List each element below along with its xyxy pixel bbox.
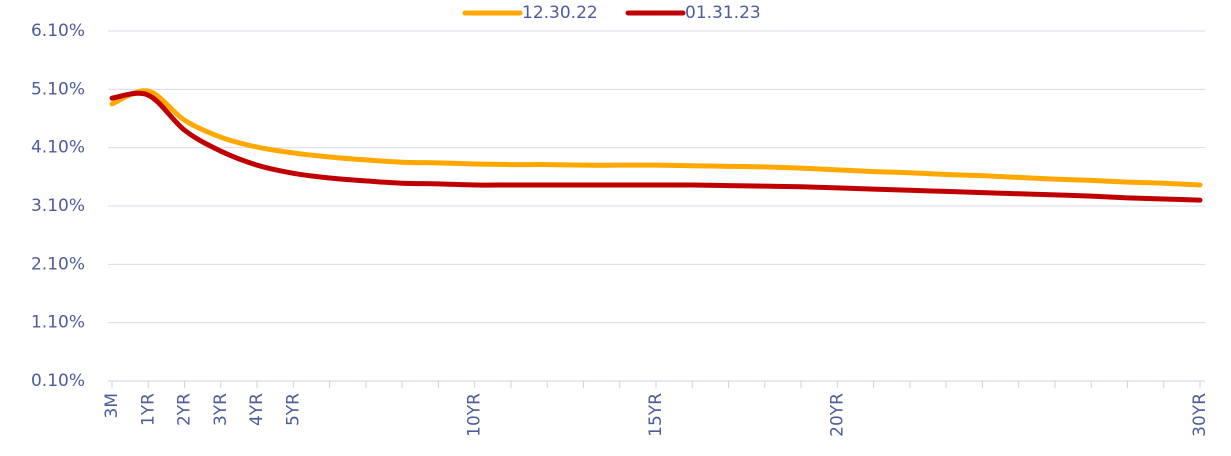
- y-tick-label: 4.10%: [31, 138, 85, 158]
- legend-label: 01.31.23: [685, 3, 761, 23]
- x-tick-label: 15YR: [646, 393, 666, 437]
- x-tick-label: 4YR: [247, 393, 267, 426]
- x-tick-label: 3M: [102, 393, 122, 418]
- y-tick-label: 6.10%: [31, 21, 85, 41]
- y-tick-label: 0.10%: [31, 371, 85, 391]
- y-tick-label: 3.10%: [31, 196, 85, 216]
- series-line: [109, 88, 1203, 188]
- x-tick-label: 1YR: [138, 393, 158, 426]
- x-tick-label: 5YR: [283, 393, 303, 426]
- x-tick-label: 3YR: [211, 393, 231, 426]
- x-tick-label: 20YR: [827, 393, 847, 437]
- y-tick-label: 2.10%: [31, 254, 85, 274]
- series-line: [109, 90, 1203, 203]
- x-tick-label: 10YR: [465, 393, 485, 437]
- x-tick-label: 30YR: [1190, 393, 1210, 437]
- y-tick-label: 1.10%: [31, 313, 85, 333]
- y-tick-label: 5.10%: [31, 79, 85, 99]
- legend-label: 12.30.22: [522, 3, 598, 23]
- x-tick-label: 2YR: [175, 393, 195, 426]
